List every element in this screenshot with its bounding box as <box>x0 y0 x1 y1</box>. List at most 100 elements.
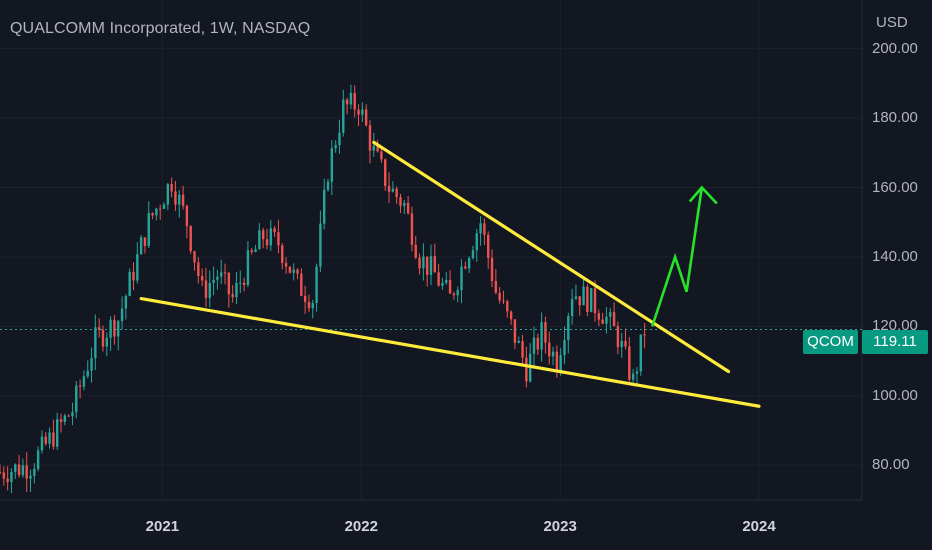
candle-body <box>372 145 375 151</box>
candle-body <box>376 145 379 152</box>
candle-body <box>90 358 93 371</box>
candle-body <box>593 288 597 314</box>
candle-body <box>82 376 86 387</box>
candle-body <box>59 419 63 423</box>
x-tick-label: 2021 <box>145 518 180 535</box>
candle-body <box>414 244 417 258</box>
candle-body <box>242 282 246 286</box>
candle-body <box>67 415 70 417</box>
candlestick-series <box>0 84 646 494</box>
arrow-head <box>688 185 718 205</box>
candle-body <box>296 269 299 274</box>
candle-body <box>483 223 486 235</box>
candle-body <box>128 271 131 296</box>
candle-body <box>582 286 585 306</box>
candle-body <box>391 188 395 192</box>
candle-body <box>570 298 574 317</box>
candle-body <box>521 340 524 358</box>
candle-body <box>216 276 219 280</box>
y-tick-label: 140.00 <box>872 247 918 265</box>
candle-body <box>162 204 166 209</box>
candle-body <box>36 450 40 469</box>
y-tick-label: 100.00 <box>872 386 918 404</box>
candle-body <box>185 205 189 227</box>
candle-body <box>429 256 433 275</box>
candle-body <box>387 185 391 192</box>
ticker-badge: QCOM <box>803 330 858 354</box>
candle-body <box>353 93 356 110</box>
candle-body <box>288 266 292 273</box>
candle-body <box>265 239 269 246</box>
candle-body <box>52 432 55 447</box>
candle-body <box>467 258 471 269</box>
candle-body <box>551 351 555 357</box>
candle-body <box>94 327 97 359</box>
candle-body <box>284 262 288 267</box>
candle-body <box>380 151 383 160</box>
candle-body <box>609 312 612 317</box>
candle-body <box>406 202 410 214</box>
candle-body <box>456 290 459 296</box>
candle-body <box>323 189 326 224</box>
candle-body <box>319 223 322 267</box>
y-tick-label: 180.00 <box>872 109 918 127</box>
candle-body <box>425 256 429 275</box>
candle-body <box>410 213 414 245</box>
candle-body <box>464 266 467 269</box>
candle-body <box>303 295 307 303</box>
candle-body <box>597 313 601 320</box>
candle-body <box>63 415 67 423</box>
candle-body <box>174 191 177 205</box>
candle-body <box>555 351 559 373</box>
candle-body <box>170 184 173 192</box>
candle-body <box>616 326 620 348</box>
candle-body <box>628 346 631 380</box>
candle-body <box>105 337 108 347</box>
candle-body <box>200 275 204 281</box>
candle-body <box>460 266 463 291</box>
candle-body <box>21 465 25 476</box>
candle-body <box>311 302 314 309</box>
candle-body <box>364 109 368 126</box>
candle-body <box>345 99 349 105</box>
candle-body <box>25 465 28 479</box>
candle-body <box>620 340 623 348</box>
candle-body <box>254 249 257 253</box>
chart-title: QUALCOMM Incorporated, 1W, NASDAQ <box>10 20 311 37</box>
candle-body <box>10 472 13 483</box>
drawings-layer <box>139 140 761 408</box>
candle-body <box>40 436 44 451</box>
y-tick-label: 200.00 <box>872 39 918 57</box>
candle-body <box>197 262 200 276</box>
candle-body <box>147 213 150 246</box>
candle-body <box>292 269 295 273</box>
candle-body <box>506 301 509 312</box>
candle-body <box>525 357 528 382</box>
candle-body <box>250 250 253 253</box>
candle-body <box>6 478 9 483</box>
candle-body <box>330 148 334 182</box>
candle-body <box>395 188 398 198</box>
x-tick-label: 2022 <box>344 518 378 535</box>
candle-body <box>97 327 101 330</box>
candle-body <box>315 266 318 303</box>
candle-body <box>502 300 505 302</box>
candle-body <box>307 302 311 309</box>
candle-body <box>2 472 6 479</box>
candle-body <box>342 99 345 133</box>
candle-body <box>433 256 437 273</box>
candle-body <box>231 294 234 298</box>
last-price-badge: 119.11 <box>862 330 928 354</box>
candle-body <box>101 329 105 347</box>
candle-body <box>509 311 513 320</box>
x-tick-label: 2024 <box>742 518 776 535</box>
candle-body <box>246 250 250 286</box>
candle-body <box>166 184 170 205</box>
candle-body <box>567 316 570 341</box>
candle-body <box>181 194 185 206</box>
candle-body <box>490 257 494 282</box>
upper-falling-trendline <box>372 140 731 374</box>
candle-body <box>418 257 421 269</box>
candle-body <box>151 213 154 216</box>
